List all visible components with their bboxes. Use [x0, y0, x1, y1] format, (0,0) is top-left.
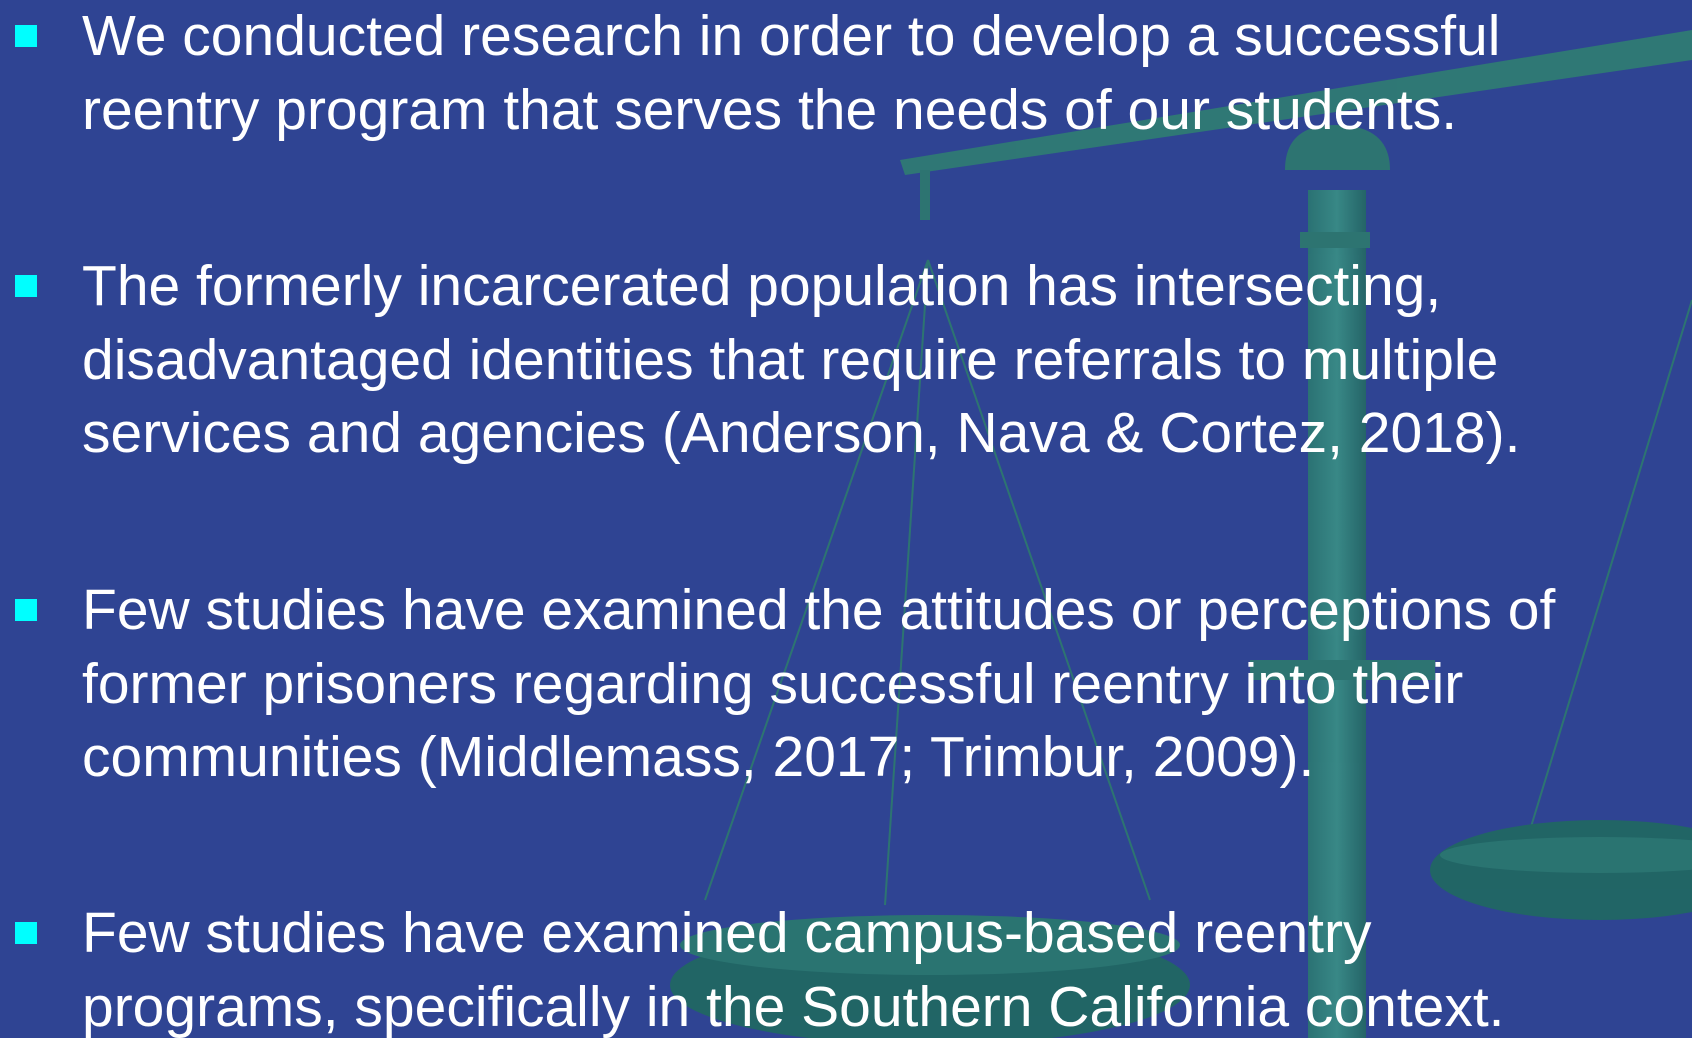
bullet-text: services and agencies (Anderson, Nava & … [82, 396, 1520, 470]
bullet-text: communities (Middlemass, 2017; Trimbur, … [82, 720, 1314, 794]
bullet-text: reentry program that serves the needs of… [82, 73, 1457, 147]
bullet-text: Few studies have examined campus-based r… [82, 896, 1372, 970]
bullet-text: former prisoners regarding successful re… [82, 647, 1463, 721]
bullet-text: disadvantaged identities that require re… [82, 323, 1498, 397]
bullet-text: Few studies have examined the attitudes … [82, 573, 1555, 647]
bullet-marker [15, 275, 37, 297]
scales-illustration [0, 0, 1692, 1038]
bullet-text: The formerly incarcerated population has… [82, 249, 1441, 323]
bullet-marker [15, 25, 37, 47]
bullet-text: We conducted research in order to develo… [82, 0, 1500, 73]
bullet-marker [15, 922, 37, 944]
slide: We conducted research in order to develo… [0, 0, 1692, 1038]
bullet-text: programs, specifically in the Southern C… [82, 970, 1505, 1038]
bullet-marker [15, 599, 37, 621]
